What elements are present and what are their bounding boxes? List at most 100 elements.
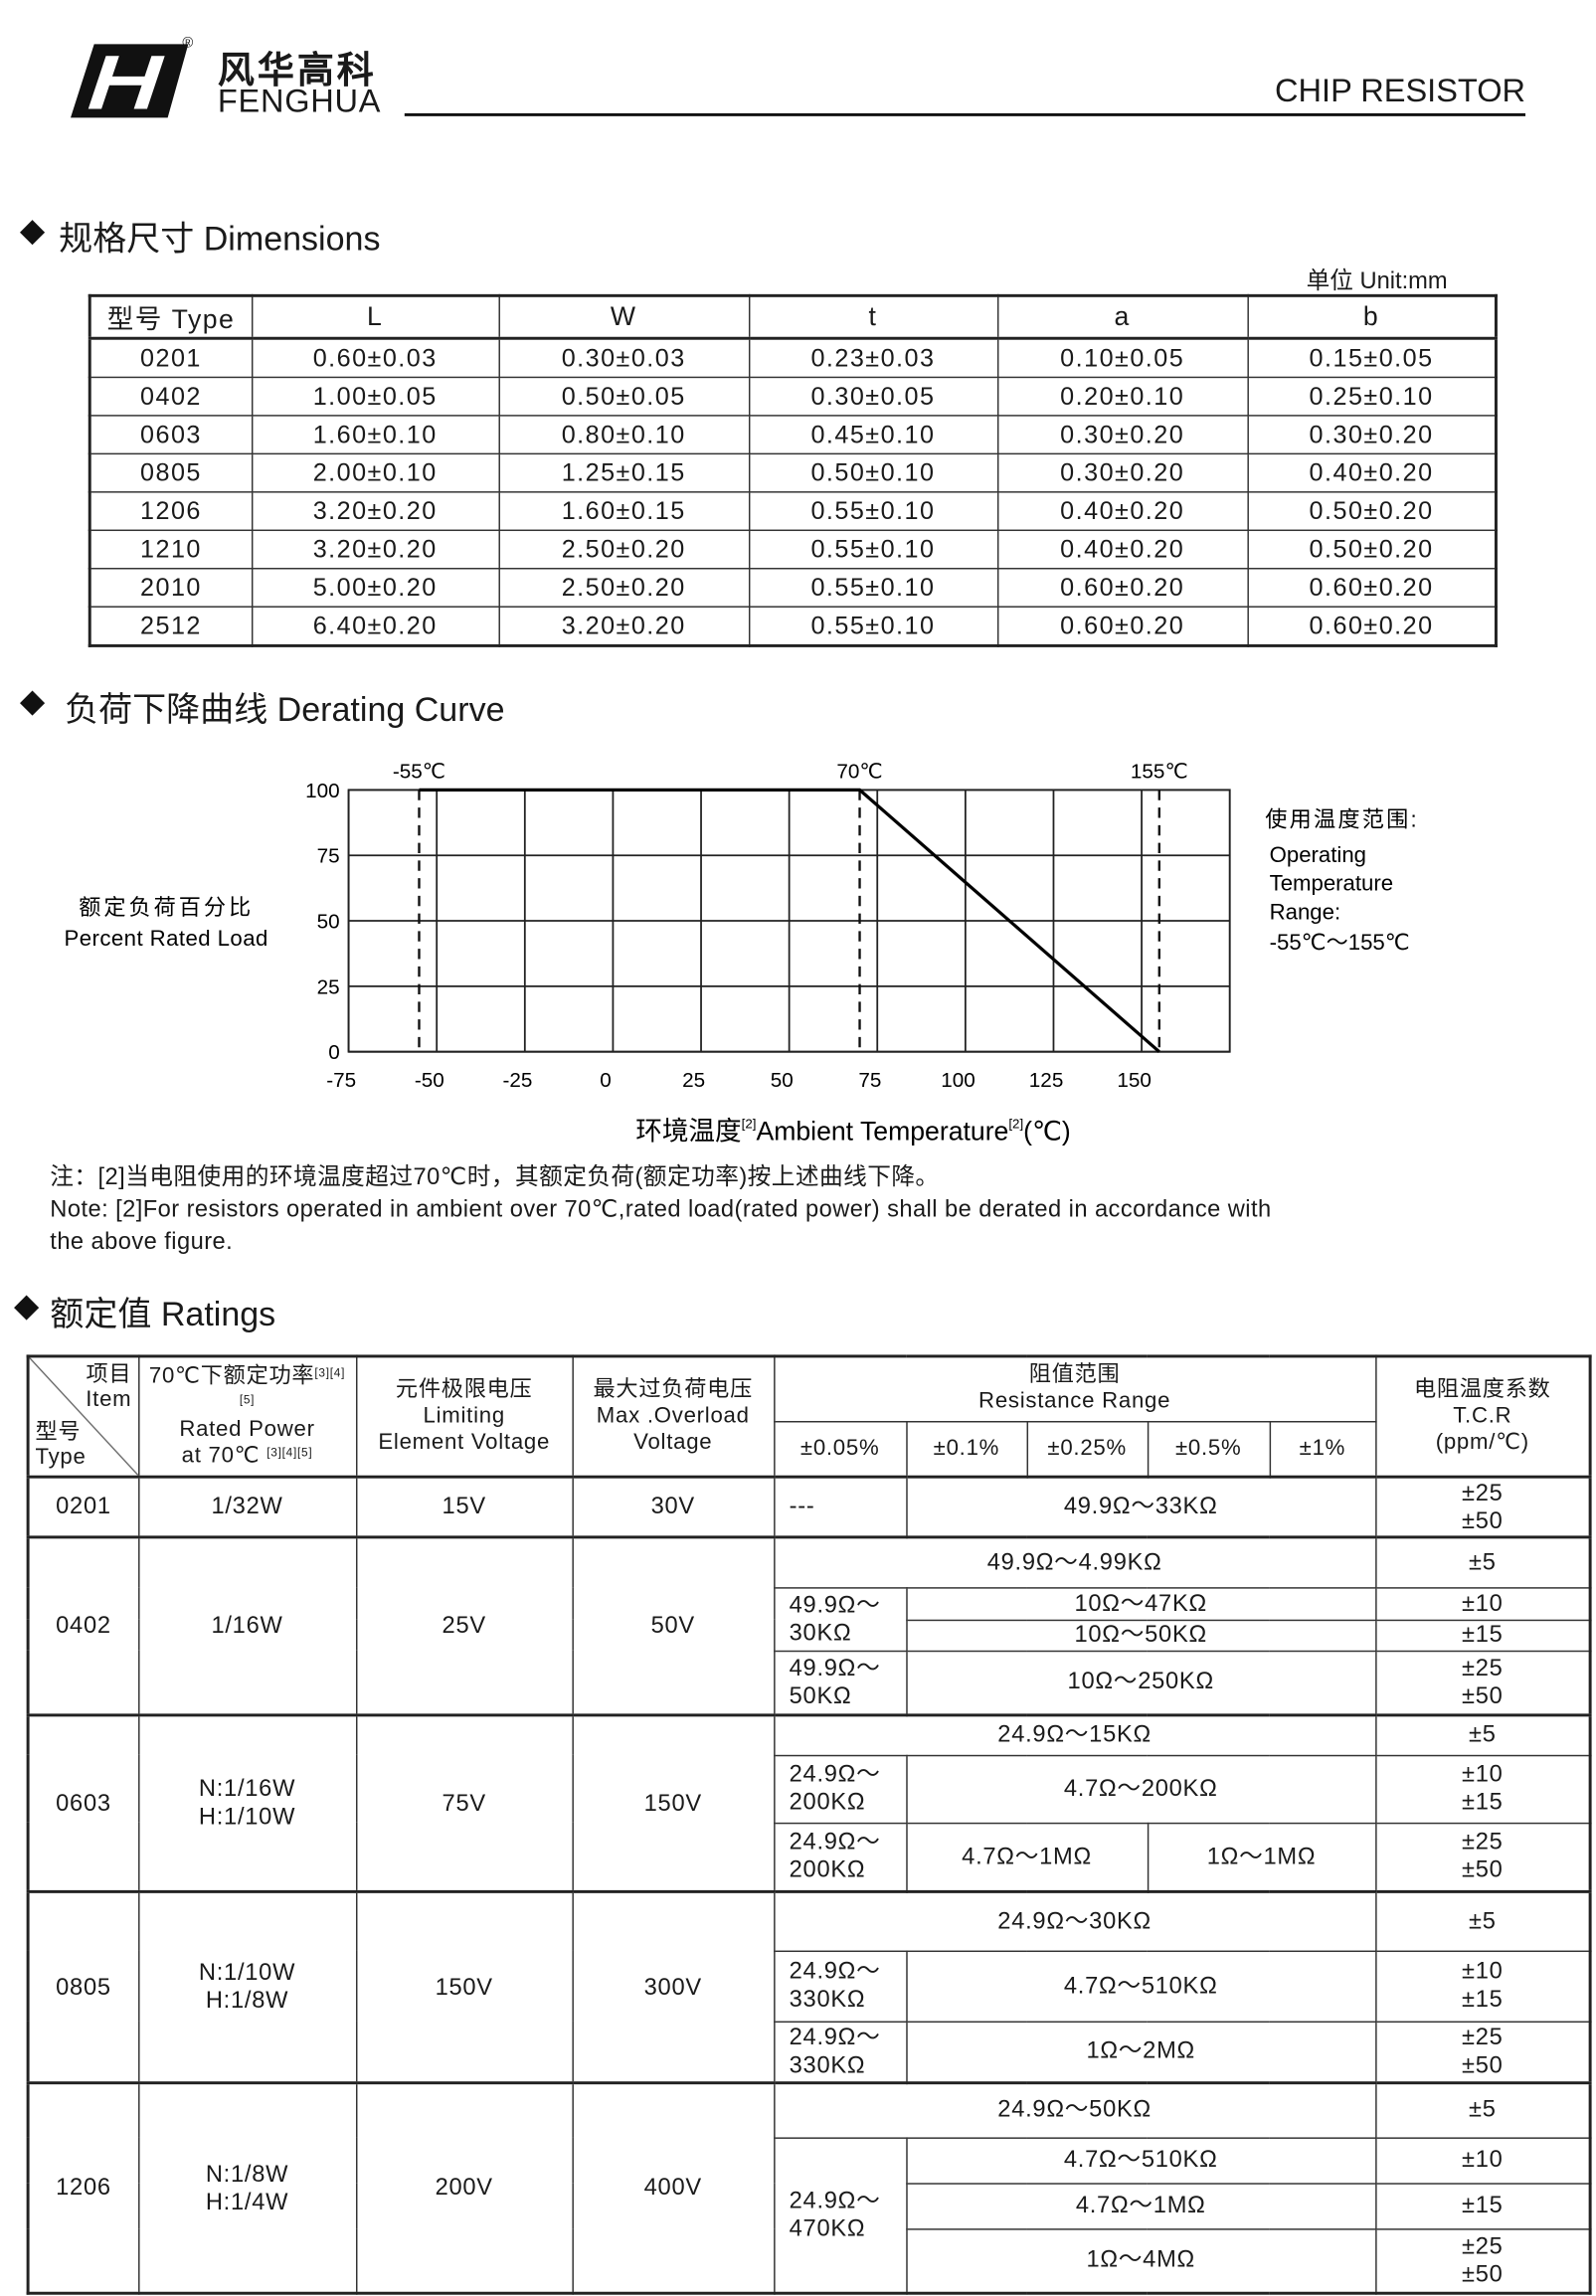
cell: 0.50±0.05 — [497, 376, 750, 417]
cell: 0.60±0.20 — [1246, 568, 1498, 608]
text-line: ±50 — [1462, 1683, 1504, 1709]
range-cell: 24.9Ω～30KΩ — [773, 1889, 1376, 1952]
section-title: 额定值 Ratings — [50, 1294, 276, 1333]
text-line: 最大过负荷电压 — [593, 1376, 754, 1402]
rating-row: 24.9Ω～ 470KΩ 4.7Ω～510KΩ ±10 — [28, 2136, 1591, 2294]
range-note: Operating — [1270, 842, 1366, 867]
tolerance-header: ±0.5% — [1147, 1420, 1271, 1478]
cell: 0.30±0.05 — [748, 376, 998, 417]
cell: 0.40±0.20 — [1246, 452, 1498, 493]
cell: 0.30±0.20 — [996, 452, 1249, 493]
y-tick-label: 100 — [305, 780, 340, 802]
marker-label: 155℃ — [1131, 761, 1188, 784]
text-line: Voltage — [633, 1429, 713, 1456]
bullet — [14, 1295, 40, 1321]
text-line: 4.7Ω～510KΩ — [1063, 1973, 1218, 1999]
header-line: at 70℃ [3][4][5] — [142, 1443, 353, 1470]
marker-label: 70℃ — [836, 761, 882, 784]
range-cell: 4.7Ω～1MΩ — [905, 2182, 1376, 2229]
text-line: Limiting — [423, 1403, 505, 1429]
section-title: 规格尺寸 Dimensions — [59, 219, 381, 258]
type-cell: 0201 — [27, 1475, 139, 1538]
x-tick-label: 0 — [600, 1069, 612, 1092]
text-line: 阻值范围 — [1028, 1362, 1121, 1388]
cell: 0402 — [89, 376, 253, 417]
cell: 0.55±0.10 — [748, 606, 998, 647]
text-line: ±10 — [1462, 2147, 1504, 2173]
x-axis-label-part: 环境温度 — [635, 1116, 741, 1146]
tcr-cell: ±5 — [1374, 1713, 1591, 1756]
range-cell: 24.9Ω～ 200KΩ — [773, 1754, 907, 1824]
unit: 单位 Unit:mm — [1306, 268, 1448, 294]
x-axis-label-part: Ambient Temperature — [756, 1116, 1008, 1146]
tcr-cell: ±15 — [1374, 1618, 1591, 1652]
cell: 0.15±0.05 — [1246, 337, 1498, 379]
item-type-header: 项目 Item 型号 Type — [27, 1355, 139, 1478]
range-cell: 10Ω～50KΩ — [905, 1618, 1376, 1652]
footnote: [3][4][5] — [239, 1366, 346, 1407]
rating-row: 24.9Ω～ 330KΩ 4.7Ω～510KΩ ±10 ±15 — [28, 1949, 1591, 2023]
type-cell: 0603 — [27, 1713, 139, 1893]
cell: 0.30±0.20 — [996, 415, 1249, 455]
rating-row: 10Ω～50KΩ ±15 — [28, 1618, 1591, 1652]
text-line: N:1/8W — [205, 2161, 289, 2187]
range-cell: 1Ω～2MΩ — [905, 2020, 1376, 2084]
column-header: W — [497, 294, 750, 340]
cell: 3.20±0.20 — [497, 606, 750, 647]
cell: 3.20±0.20 — [251, 491, 500, 532]
rating-row: 4.7Ω～1MΩ ±15 — [28, 2182, 1591, 2229]
cell: 0.10±0.05 — [996, 337, 1249, 379]
text-line: (ppm/℃) — [1435, 1429, 1529, 1456]
rating-row: 0805 N:1/10W H:1/8W 150V 300V 24.9Ω～30KΩ ±5 — [27, 1889, 1591, 2084]
rating-row: 0402 1/16W 25V 50V 49.9Ω～4.99KΩ ±5 — [27, 1535, 1591, 1716]
footnote: [3][4][5] — [266, 1446, 313, 1460]
tcr-cell: ±25 ±50 — [1374, 1475, 1591, 1538]
power-cell: N:1/8W H:1/4W — [137, 2081, 357, 2294]
text-line: 1Ω～2MΩ — [1086, 2038, 1196, 2064]
cell: 0.25±0.10 — [1246, 376, 1498, 417]
header-text: Item — [86, 1386, 132, 1413]
type-cell: 1206 — [27, 2081, 139, 2294]
text-line: H:1/8W — [205, 1989, 289, 2015]
text-line: ±50 — [1462, 2052, 1504, 2078]
text-line: N:1/16W — [198, 1776, 296, 1803]
rating-row: 0201 1/32W 15V 30V --- 49.9Ω～33KΩ ±25 ±50 — [27, 1475, 1591, 1538]
cell: 1.60±0.10 — [251, 415, 500, 455]
text-line: --- — [789, 1494, 815, 1520]
range-cell: 1Ω～4MΩ — [905, 2227, 1376, 2294]
text-line: 30KΩ — [789, 1620, 852, 1646]
range-cell: 24.9Ω～50KΩ — [773, 2081, 1376, 2139]
text-line: ±5 — [1468, 1722, 1497, 1748]
column-header: b — [1246, 294, 1498, 340]
cell: 0.50±0.20 — [1246, 491, 1498, 532]
header-text: 70℃下额定功率 — [148, 1363, 315, 1389]
product-name: CHIP RESISTOR — [1275, 72, 1526, 109]
range-cell: 49.9Ω～ 30KΩ — [773, 1586, 907, 1652]
marker-label: -55℃ — [393, 761, 445, 784]
cell: 6.40±0.20 — [251, 606, 500, 647]
cell: 1.25±0.15 — [497, 452, 750, 493]
tolerance-header: ±0.25% — [1025, 1420, 1149, 1478]
text-line: ±15 — [1462, 2193, 1504, 2218]
cell: 0.60±0.20 — [996, 606, 1249, 647]
text-line: ±5 — [1468, 2097, 1497, 2123]
x-tick-label: 75 — [858, 1069, 881, 1092]
header-rule — [404, 112, 1526, 116]
tcr-cell: ±25 ±50 — [1374, 2227, 1591, 2294]
limiting-cell: 200V — [355, 2081, 574, 2294]
range-note: 使用温度范围: — [1265, 806, 1419, 831]
derating-curve — [419, 788, 1160, 1053]
text-line: ±25 — [1462, 1656, 1504, 1681]
range-cell: 49.9Ω～4.99KΩ — [773, 1535, 1376, 1588]
cell: 0.55±0.10 — [748, 568, 998, 608]
row: 0805 2.00±0.10 1.25±0.15 0.50±0.10 0.30±0.20… — [89, 452, 1498, 493]
text-line: 200KΩ — [789, 1857, 866, 1883]
text-line: 24.9Ω～30KΩ — [997, 1908, 1152, 1934]
x-tick-label: 50 — [771, 1069, 794, 1092]
range-cell: 4.7Ω～510KΩ — [905, 1949, 1376, 2023]
text-line: ±15 — [1462, 1987, 1504, 2013]
y-axis-label: 额定负荷百分比 — [79, 895, 254, 920]
tolerance-header: ±1% — [1268, 1420, 1376, 1478]
cell: 0603 — [89, 415, 253, 455]
